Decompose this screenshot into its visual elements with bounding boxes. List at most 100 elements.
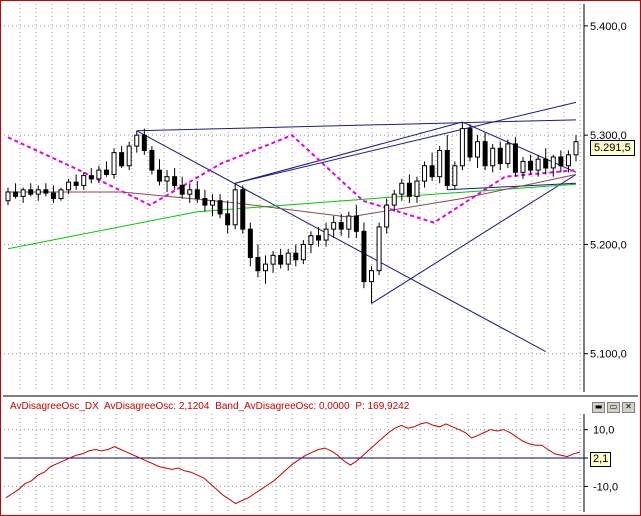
moving-averages: [7, 134, 577, 250]
candle-body: [28, 189, 34, 195]
candle-body: [50, 192, 56, 200]
maximize-button[interactable]: ▭: [607, 402, 620, 413]
osc-y-tick-label: 10,0: [593, 425, 614, 437]
candle-body: [96, 169, 102, 180]
candle-body: [323, 228, 329, 241]
candle-body: [255, 257, 261, 272]
candle-body: [35, 189, 41, 195]
candle-body: [399, 182, 405, 195]
candle-body: [103, 169, 109, 176]
candle-body: [422, 165, 428, 182]
candle-body: [300, 243, 306, 261]
candle-body: [164, 176, 170, 182]
candle-body: [353, 215, 359, 232]
candle-body: [535, 158, 541, 171]
y-tick-label: 5.300,0: [590, 130, 627, 142]
trendline: [462, 121, 577, 173]
candle-body: [66, 181, 72, 191]
candle-body: [73, 181, 79, 186]
close-button[interactable]: ✕: [622, 402, 635, 413]
y-tick-label: 5.400,0: [590, 21, 627, 33]
candle-body: [406, 182, 412, 197]
oscillator-grid: [4, 414, 584, 512]
candle-body: [20, 189, 26, 197]
candle-body: [217, 200, 223, 215]
candle-body: [13, 191, 19, 197]
candle-body: [293, 252, 299, 261]
last-oscillator-label: 2,1: [590, 452, 612, 467]
candle-body: [459, 128, 465, 167]
price-axis: 5.400,0 5.300,0 5.200,0 5.100,0: [583, 4, 627, 392]
candlesticks: [5, 122, 579, 304]
trendline: [235, 121, 463, 184]
candle-body: [437, 149, 443, 178]
candle-body: [505, 143, 511, 165]
candle-body: [520, 160, 526, 173]
candle-body: [467, 128, 473, 158]
trendline: [235, 101, 577, 184]
candle-body: [81, 175, 87, 186]
candle-body: [429, 165, 435, 178]
candle-body: [369, 270, 375, 283]
oscillator-legend: AvDisagreeOsc_DX AvDisagreeOsc: 2,1204 B…: [10, 401, 412, 412]
trendlines: [136, 101, 577, 353]
candle-body: [308, 235, 314, 245]
candle-body: [573, 141, 579, 156]
candle-body: [141, 134, 147, 151]
candle-body: [361, 230, 367, 283]
candle-body: [414, 180, 420, 197]
candle-body: [565, 154, 571, 167]
trendline: [447, 182, 577, 191]
candle-body: [482, 141, 488, 167]
candle-body: [384, 204, 390, 228]
candle-body: [194, 189, 200, 200]
oscillator-lines: [4, 421, 584, 505]
p-value: P: 169,9242: [355, 401, 410, 412]
osc-y-tick-label: -10,0: [593, 481, 618, 493]
candle-body: [5, 191, 11, 202]
candle-body: [512, 143, 518, 173]
candle-body: [391, 193, 397, 206]
trendline: [371, 174, 577, 304]
candle-body: [338, 222, 344, 230]
candle-body: [376, 226, 382, 272]
candle-body: [270, 254, 276, 265]
candle-body: [543, 158, 549, 169]
candle-body: [43, 189, 49, 194]
candle-body: [240, 189, 246, 230]
candle-body: [528, 160, 534, 171]
candle-body: [316, 235, 322, 241]
candle-body: [202, 198, 208, 206]
y-tick-label: 5.200,0: [590, 239, 627, 251]
candle-body: [444, 149, 450, 186]
candle-body: [285, 252, 291, 265]
candle-body: [278, 254, 284, 265]
trendline: [136, 130, 546, 353]
oscillator-value: AvDisagreeOsc: 2,1204: [103, 401, 210, 412]
candle-body: [111, 152, 117, 176]
candle-body: [134, 134, 140, 147]
candle-body: [225, 213, 231, 226]
candle-body: [247, 228, 253, 259]
candle-body: [126, 145, 132, 167]
candle-body: [452, 165, 458, 186]
sar-dotted-line: [7, 134, 577, 224]
last-price-label: 5.291,5: [590, 140, 635, 156]
candle-body: [331, 222, 337, 230]
candle-body: [187, 189, 193, 195]
ma-brown-line: [8, 174, 577, 218]
y-tick-label: 5.100,0: [590, 349, 627, 361]
candle-body: [149, 149, 155, 171]
price-grid: [4, 4, 584, 392]
candle-body: [232, 189, 238, 226]
candle-body: [172, 176, 178, 186]
ma-green-line: [7, 183, 577, 250]
candle-body: [475, 141, 481, 158]
minimize-button[interactable]: ▬: [592, 402, 605, 413]
oscillator-title: AvDisagreeOsc_DX: [10, 401, 99, 412]
candle-body: [346, 215, 352, 230]
band-value: Band_AvDisagreeOsc: 0,0000: [215, 401, 350, 412]
oscillator-line: [5, 421, 581, 505]
candle-body: [550, 156, 556, 169]
